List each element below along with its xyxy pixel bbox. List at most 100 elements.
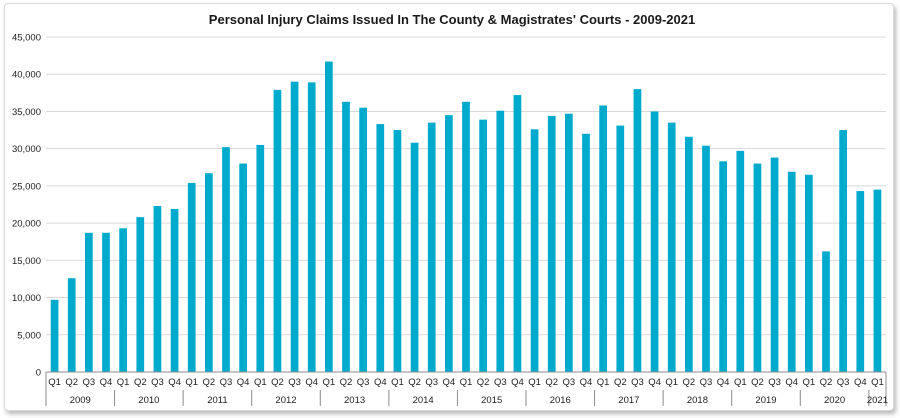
y-axis-tick-labels: 0 5,000 10,000 15,000 20,000 25,000 30,000 35,0… <box>12 33 41 379</box>
bar <box>719 161 727 372</box>
quarter-tick-label: Q2 <box>614 377 627 388</box>
quarter-tick-label: Q4 <box>374 377 387 388</box>
quarter-tick-label: Q2 <box>477 377 490 388</box>
quarter-tick-label: Q1 <box>323 377 336 388</box>
bar <box>85 232 93 372</box>
y-tick-label: 30,000 <box>12 144 41 155</box>
y-tick-label: 20,000 <box>12 219 41 230</box>
bar <box>239 163 247 372</box>
bar <box>822 251 830 372</box>
quarter-tick-label: Q3 <box>425 377 438 388</box>
bar <box>256 144 265 372</box>
quarter-tick-label: Q4 <box>511 377 524 388</box>
bars <box>50 61 882 373</box>
quarter-tick-label: Q3 <box>563 377 576 388</box>
year-tick-label: 2017 <box>618 395 639 406</box>
bar <box>736 150 745 372</box>
bar <box>222 147 230 372</box>
bar <box>170 208 179 372</box>
bar <box>633 89 642 372</box>
quarter-tick-label: Q4 <box>100 377 113 388</box>
bar <box>839 130 847 372</box>
year-tick-label: 2021 <box>867 395 888 406</box>
y-tick-label: 25,000 <box>12 181 41 192</box>
quarter-tick-label: Q2 <box>134 377 147 388</box>
year-tick-label: 2013 <box>344 395 365 406</box>
year-tick-label: 2020 <box>824 395 845 406</box>
quarter-tick-label: Q1 <box>254 377 267 388</box>
bar <box>753 163 762 372</box>
quarter-tick-label: Q4 <box>237 377 250 388</box>
quarter-tick-label: Q1 <box>460 377 473 388</box>
quarter-tick-label: Q1 <box>665 377 678 388</box>
quarter-tick-label: Q1 <box>734 377 747 388</box>
bar <box>530 129 539 372</box>
quarter-tick-label: Q3 <box>151 377 164 388</box>
quarter-tick-label: Q4 <box>580 377 593 388</box>
quarter-tick-label: Q4 <box>443 377 456 388</box>
bar <box>342 101 350 373</box>
bar <box>273 89 282 372</box>
quarter-tick-label: Q4 <box>305 377 318 388</box>
quarter-tick-label: Q2 <box>271 377 284 388</box>
quarter-tick-label: Q1 <box>117 377 130 388</box>
bar <box>702 145 710 372</box>
quarter-tick-label: Q1 <box>597 377 610 388</box>
quarter-tick-label: Q4 <box>648 377 661 388</box>
quarter-tick-label: Q2 <box>820 377 833 388</box>
quarter-tick-label: Q2 <box>683 377 696 388</box>
bar <box>119 228 127 372</box>
quarter-tick-label: Q2 <box>545 377 558 388</box>
quarter-tick-label: Q1 <box>528 377 541 388</box>
y-tick-label: 0 <box>36 368 41 379</box>
bar <box>136 217 145 372</box>
quarter-tick-label: Q3 <box>357 377 370 388</box>
bar <box>205 173 213 372</box>
year-tick-label: 2019 <box>755 395 776 406</box>
y-tick-label: 15,000 <box>12 256 41 267</box>
bar <box>359 107 367 372</box>
quarter-tick-label: Q3 <box>83 377 96 388</box>
bar <box>856 191 865 372</box>
y-tick-label: 40,000 <box>12 70 41 81</box>
bar <box>513 95 522 373</box>
bar <box>582 133 590 372</box>
quarter-tick-label: Q3 <box>288 377 301 388</box>
bar <box>410 142 419 372</box>
bar <box>325 61 333 373</box>
bar <box>393 130 402 372</box>
y-tick-label: 10,000 <box>12 293 41 304</box>
bar <box>445 115 453 373</box>
y-tick-label: 45,000 <box>12 33 41 44</box>
bar <box>805 174 813 372</box>
year-tick-label: 2011 <box>207 395 227 406</box>
bar <box>599 105 607 372</box>
quarter-tick-label: Q1 <box>185 377 198 388</box>
quarter-tick-label: Q3 <box>494 377 507 388</box>
y-tick-label: 5,000 <box>17 330 41 341</box>
y-tick-label: 35,000 <box>12 107 41 118</box>
quarter-tick-label: Q4 <box>785 377 798 388</box>
quarter-tick-label: Q1 <box>48 377 61 388</box>
bar <box>496 110 505 372</box>
x-axis: Q1 Q2 Q3 Q4 Q1 Q2 Q3 Q4 Q1 Q2 Q3 Q4 Q1 Q2 Q3 Q4 Q1 Q2 Q3 Q4… <box>45 371 888 406</box>
quarter-tick-label: Q4 <box>717 377 730 388</box>
bar <box>685 136 693 372</box>
bar <box>102 232 110 372</box>
chart-title: Personal Injury Claims Issued In The Cou… <box>209 12 695 27</box>
bar <box>462 101 470 373</box>
year-tick-label: 2014 <box>413 395 434 406</box>
bar <box>479 119 487 372</box>
year-tick-label: 2010 <box>138 395 159 406</box>
year-tick-label: 2016 <box>550 395 571 406</box>
bar <box>307 82 316 373</box>
bar <box>667 122 676 372</box>
quarter-tick-label: Q3 <box>220 377 233 388</box>
year-tick-label: 2012 <box>275 395 296 406</box>
bar <box>153 205 162 372</box>
quarter-tick-label: Q2 <box>340 377 353 388</box>
quarter-tick-label: Q2 <box>203 377 216 388</box>
bar <box>650 111 659 372</box>
year-tick-label: 2009 <box>70 395 91 406</box>
quarter-tick-label: Q3 <box>700 377 713 388</box>
